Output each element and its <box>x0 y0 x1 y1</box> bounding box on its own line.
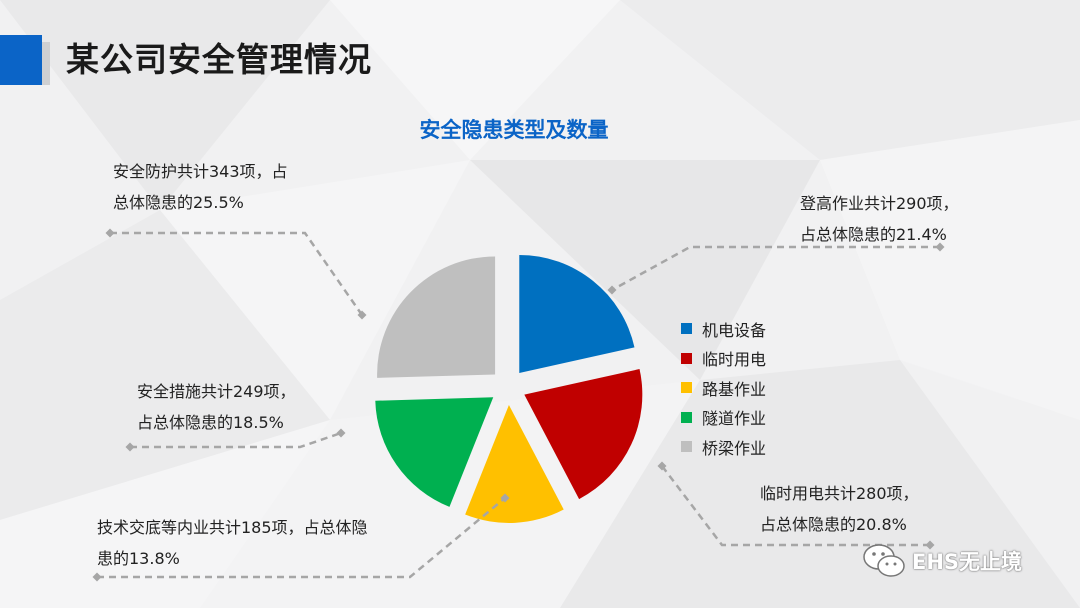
pie-slice-路基作业 <box>465 404 564 523</box>
chart-legend: 机电设备 临时用电 路基作业 隧道作业 桥梁作业 <box>681 314 766 462</box>
legend-swatch <box>681 441 692 453</box>
leader-line-隧道作业 <box>130 431 342 449</box>
pie-slices <box>375 254 643 523</box>
annotation-桥梁作业: 安全防护共计343项，占 总体隐患的25.5% <box>113 156 288 218</box>
legend-label: 隧道作业 <box>702 409 767 429</box>
annotation-line: 登高作业共计290项， <box>800 194 959 213</box>
legend-item: 隧道作业 <box>681 403 766 433</box>
annotation-line: 临时用电共计280项， <box>760 484 919 503</box>
leader-lines <box>92 228 945 582</box>
leader-endpoint <box>925 540 935 550</box>
wechat-icon <box>863 544 905 577</box>
leader-endpoint <box>105 228 115 238</box>
legend-swatch <box>681 382 692 394</box>
annotation-机电设备: 登高作业共计290项， 占总体隐患的21.4% <box>800 188 959 250</box>
title-accent-shadow <box>42 42 50 85</box>
leader-line-路基作业 <box>97 497 506 579</box>
pie-slice-隧道作业 <box>375 397 494 507</box>
legend-swatch <box>681 352 692 364</box>
annotation-line: 安全防护共计343项，占 <box>113 162 288 181</box>
leader-endpoint <box>336 428 346 438</box>
legend-label: 机电设备 <box>702 320 767 340</box>
annotation-line: 安全措施共计249项， <box>137 382 296 401</box>
leader-endpoint <box>657 461 667 471</box>
pie-slice-桥梁作业 <box>377 256 496 378</box>
legend-item: 桥梁作业 <box>681 432 766 462</box>
annotation-line: 技术交底等内业共计185项，占总体隐 <box>97 518 368 537</box>
legend-swatch <box>681 411 692 423</box>
legend-item: 路基作业 <box>681 373 766 403</box>
watermark-text: EHS无止境 <box>912 550 1023 574</box>
leader-line-桥梁作业 <box>110 231 364 316</box>
legend-label: 临时用电 <box>702 350 767 370</box>
annotation-路基作业: 技术交底等内业共计185项，占总体隐 患的13.8% <box>97 512 368 574</box>
legend-label: 桥梁作业 <box>702 438 767 458</box>
legend-item: 临时用电 <box>681 344 766 374</box>
annotation-line: 患的13.8% <box>97 549 180 568</box>
annotation-临时用电: 临时用电共计280项， 占总体隐患的20.8% <box>760 478 919 540</box>
pie-slice-机电设备 <box>519 254 635 373</box>
pie-slice-临时用电 <box>524 369 643 500</box>
leader-line-机电设备 <box>611 245 940 292</box>
leader-endpoint <box>125 442 135 452</box>
chart-title: 安全隐患类型及数量 <box>420 118 609 142</box>
legend-swatch <box>681 323 692 335</box>
leader-endpoint <box>92 572 102 582</box>
annotation-隧道作业: 安全措施共计249项， 占总体隐患的18.5% <box>137 376 296 438</box>
annotation-line: 占总体隐患的18.5% <box>137 413 284 432</box>
leader-endpoint <box>500 493 510 503</box>
leader-endpoint <box>935 242 945 252</box>
leader-endpoint <box>357 310 367 320</box>
legend-label: 路基作业 <box>702 379 767 399</box>
leader-line-临时用电 <box>661 465 930 547</box>
page-title: 某公司安全管理情况 <box>66 40 372 79</box>
leader-endpoint <box>607 285 617 295</box>
annotation-line: 总体隐患的25.5% <box>113 193 244 212</box>
legend-item: 机电设备 <box>681 314 766 344</box>
watermark: EHS无止境 <box>862 542 1022 580</box>
title-accent-bar <box>0 35 42 85</box>
annotation-line: 占总体隐患的21.4% <box>800 225 947 244</box>
annotation-line: 占总体隐患的20.8% <box>760 515 907 534</box>
